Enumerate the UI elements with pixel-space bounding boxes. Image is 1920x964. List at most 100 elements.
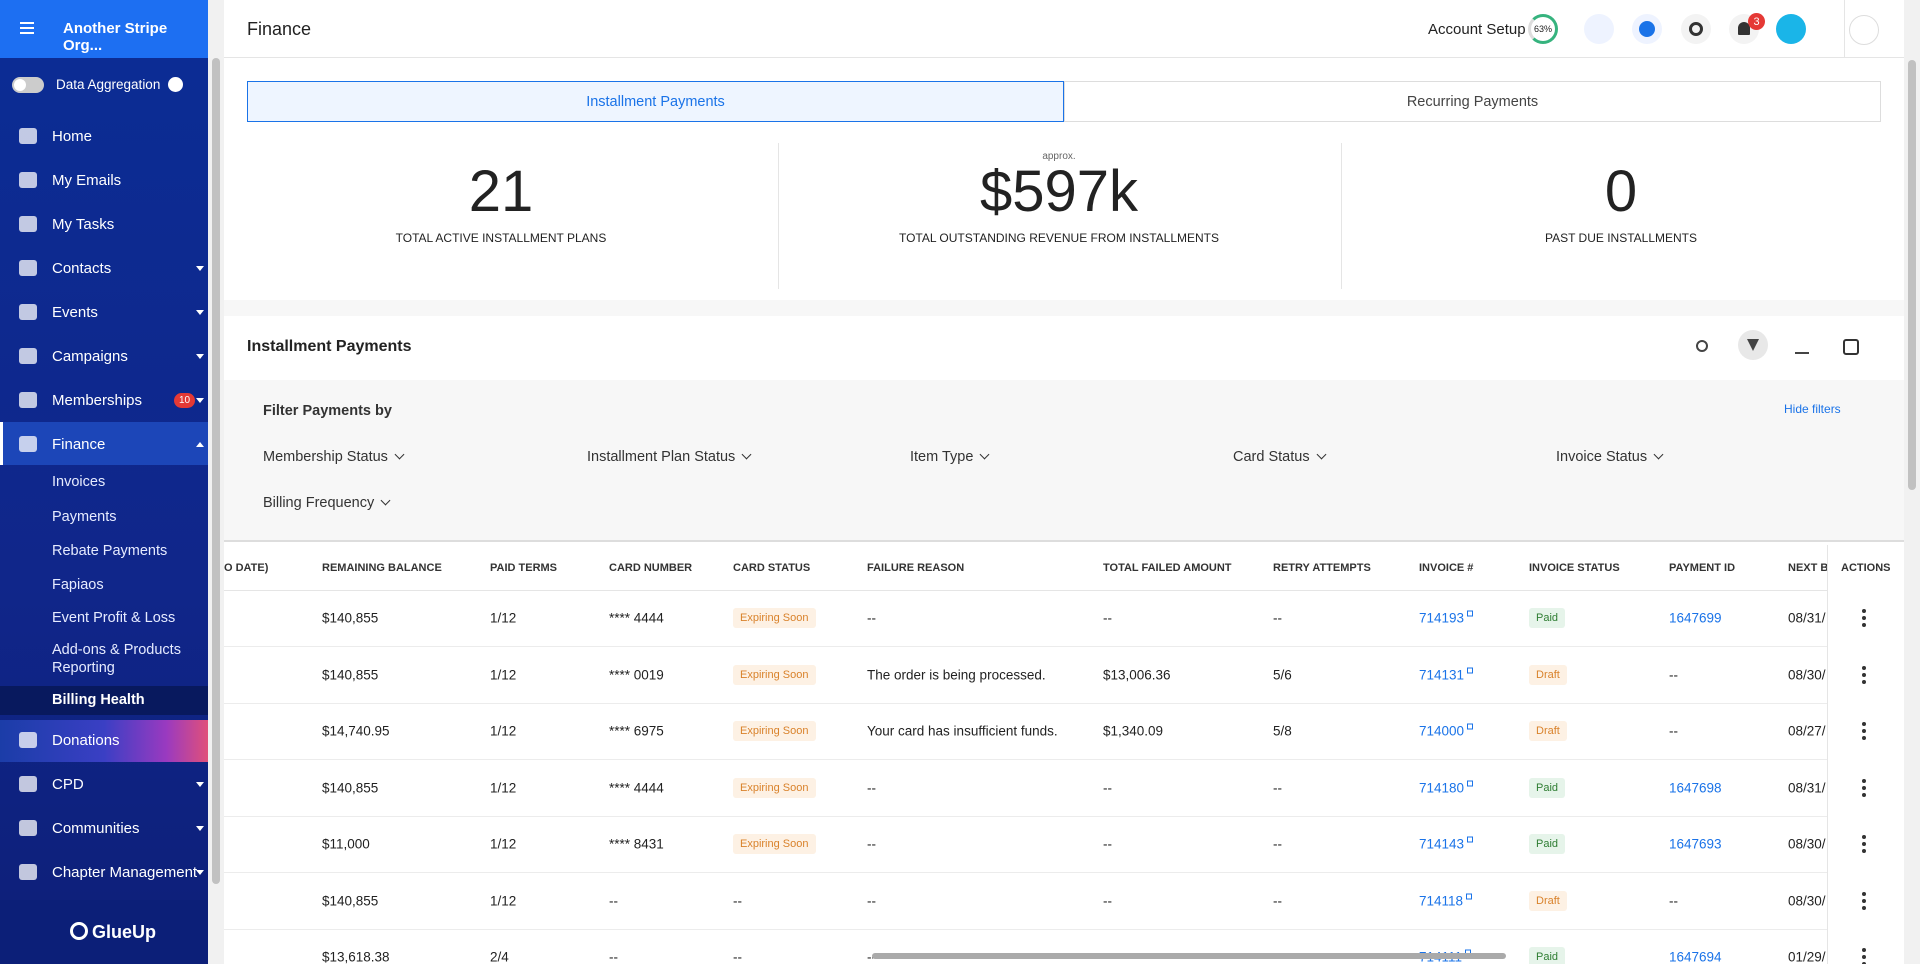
nav-label: Donations [52, 731, 120, 749]
menu-icon[interactable] [20, 22, 34, 24]
row-actions[interactable] [1861, 891, 1867, 910]
table-cell: $140,855 [322, 667, 379, 682]
filter-button[interactable] [1738, 330, 1768, 360]
nav-icon [19, 864, 37, 880]
sub-item[interactable]: Add-ons & Products Reporting [52, 642, 181, 676]
nav-label: Chapter Management [52, 863, 198, 881]
page-scroll-thumb[interactable] [1908, 60, 1916, 490]
filter-dropdown[interactable]: Card Status [1233, 449, 1327, 465]
row-actions[interactable] [1861, 778, 1867, 797]
invoice-status-badge: Draft [1529, 721, 1567, 741]
toggle[interactable] [12, 77, 44, 93]
filter-dropdown[interactable]: Item Type [910, 449, 990, 465]
table-cell: 01/29/ [1788, 949, 1826, 964]
chevron [380, 495, 391, 506]
sub-item[interactable]: Payments [52, 509, 117, 525]
columns-button[interactable] [1836, 332, 1866, 362]
stat-note: approx. [1042, 151, 1076, 162]
nav-item[interactable]: Events [0, 294, 208, 330]
nav-item[interactable]: Home [0, 118, 208, 154]
dot [1862, 842, 1866, 846]
table-cell: -- [867, 893, 876, 908]
brand-logo [70, 922, 88, 940]
sidebar-scroll-thumb[interactable] [212, 58, 220, 884]
filter-dropdown[interactable]: Invoice Status [1556, 449, 1664, 465]
nav-item[interactable]: My Tasks [0, 206, 208, 242]
column-header: REMAINING BALANCE [322, 562, 442, 574]
card-status-badge: Expiring Soon [733, 834, 816, 854]
nav-item[interactable]: Memberships 10 [0, 382, 208, 418]
invoice-link[interactable]: 714131 [1419, 667, 1474, 682]
sub-item[interactable]: Event Profit & Loss [52, 610, 176, 626]
nav-item[interactable]: CPD [0, 766, 208, 802]
hide-filters[interactable]: Hide filters [1784, 402, 1841, 416]
table-scroll-thumb[interactable] [872, 953, 1506, 959]
filter-dropdown[interactable]: Billing Frequency [263, 495, 391, 511]
table-cell: 08/30/ [1788, 893, 1826, 908]
filter-dropdown[interactable]: Membership Status [263, 449, 405, 465]
table-cell: -- [1103, 610, 1112, 626]
nav-label: CPD [52, 775, 84, 793]
sub-item[interactable]: Rebate Payments [52, 543, 168, 559]
row-actions[interactable] [1861, 835, 1867, 853]
column-header: FAILURE REASON [867, 562, 965, 574]
filter-label: Card Status [1233, 449, 1310, 465]
table-cell: $140,855 [322, 780, 379, 795]
top-bar [224, 0, 1904, 58]
download-button[interactable] [1787, 332, 1817, 362]
column-header: CARD NUMBER [609, 562, 693, 574]
toggle-knob [14, 79, 26, 91]
filter-dropdown[interactable]: Installment Plan Status [587, 449, 752, 465]
nav-item[interactable]: Communities [0, 810, 208, 846]
invoice-link[interactable]: 714193 [1419, 610, 1474, 626]
help-button[interactable] [1776, 14, 1806, 44]
row-actions[interactable] [1861, 665, 1867, 684]
payment-link[interactable]: 1647699 [1669, 610, 1722, 626]
ai-button[interactable] [1584, 14, 1614, 44]
search-button[interactable] [1688, 332, 1718, 362]
sub-item[interactable]: Billing Health [52, 692, 145, 708]
row-actions[interactable] [1861, 722, 1867, 740]
org-name[interactable]: Another Stripe Org... [63, 20, 168, 54]
table-cell: **** 4444 [609, 780, 664, 795]
payment-link[interactable]: 1647693 [1669, 836, 1722, 852]
invoice-link[interactable]: 714118 [1419, 893, 1473, 908]
tab-active[interactable]: Installment Payments [247, 81, 1064, 122]
invoice-link[interactable]: 714180 [1419, 780, 1474, 795]
invoice-link[interactable]: 714000 [1419, 723, 1474, 739]
nav-item[interactable]: My Emails [0, 162, 208, 198]
nav-item[interactable]: Campaigns [0, 338, 208, 374]
dot [1862, 948, 1866, 952]
nav-item[interactable]: Chapter Management [0, 854, 208, 890]
table-cell: 08/30/ [1788, 667, 1826, 682]
nav-icon [19, 436, 37, 452]
column-header: INVOICE # [1419, 562, 1474, 574]
table-cell: 08/31/ [1788, 780, 1826, 795]
org-bar [0, 0, 208, 58]
table-cell: -- [1273, 836, 1282, 852]
table-cell: -- [867, 950, 876, 964]
invoice-link[interactable]: 714143 [1419, 836, 1474, 852]
row-actions[interactable] [1861, 948, 1867, 964]
nav-item[interactable]: Finance [0, 426, 208, 462]
account-setup[interactable]: Account Setup [1428, 21, 1526, 38]
nav-item[interactable]: Contacts [0, 250, 208, 286]
nav-item[interactable]: Donations [0, 722, 208, 758]
dot [1862, 898, 1866, 903]
settings-button[interactable] [1681, 14, 1711, 44]
payment-link[interactable]: 1647698 [1669, 780, 1722, 795]
dot [1862, 778, 1866, 783]
dot [1862, 609, 1866, 613]
row-actions[interactable] [1861, 609, 1867, 627]
nav-icon [19, 776, 37, 792]
sub-item[interactable]: Fapiaos [52, 577, 104, 593]
filter-label: Installment Plan Status [587, 449, 736, 465]
payment-link[interactable]: 1647694 [1669, 949, 1722, 964]
avatar[interactable] [1849, 15, 1879, 45]
invoice-status-badge: Paid [1529, 834, 1566, 854]
tab[interactable]: Recurring Payments [1064, 81, 1881, 122]
dot [1862, 849, 1866, 853]
sub-item[interactable]: Invoices [52, 474, 106, 490]
add-button[interactable] [1632, 14, 1662, 44]
info-icon[interactable] [168, 77, 183, 92]
